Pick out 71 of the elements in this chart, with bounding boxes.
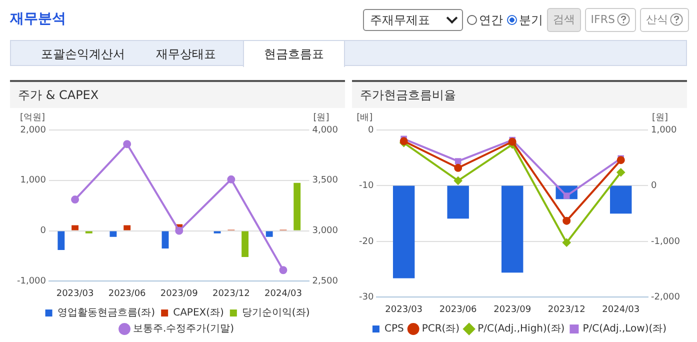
y2-tick-label: 3,500	[312, 176, 338, 186]
y-tick-label: 1,000	[20, 176, 46, 186]
y2-tick-label: 3,000	[312, 226, 338, 236]
y-tick-label: -10	[358, 181, 374, 192]
y-tick-label: -30	[358, 292, 374, 303]
text: 분기	[518, 12, 543, 28]
y-tick-label: 0	[40, 226, 46, 236]
x-tick-label: 2023/12	[212, 288, 250, 299]
legend-label: 보통주.수정주가(기말)	[133, 324, 234, 335]
y2-tick-label: -2,000	[650, 292, 680, 303]
y2-tick-label: 0	[650, 181, 657, 192]
point	[279, 266, 288, 274]
x-tick-label: 2024/03	[602, 304, 640, 315]
text: 포괄손익계산서	[41, 46, 125, 63]
bar	[162, 231, 169, 248]
y2-tick-label: 1,000	[650, 125, 678, 136]
text: 검색	[546, 8, 581, 32]
legend-label: P/C(Adj.,High)(좌)	[478, 324, 565, 335]
y2-axis-title: [원]	[313, 112, 330, 123]
legend-label: P/C(Adj.,Low)(좌)	[582, 324, 667, 335]
point	[454, 176, 462, 185]
legend-label: 영업활동현금흐름(좌)	[57, 308, 156, 319]
text: 연간	[478, 12, 503, 28]
bar	[294, 182, 301, 230]
y-tick-label: 2,000	[20, 125, 46, 136]
point	[227, 175, 236, 184]
legend-label: PCR(좌)	[422, 324, 460, 335]
y-axis-title: [억원]	[20, 112, 46, 123]
bar	[242, 231, 249, 258]
y-tick-label: -20	[358, 236, 374, 247]
bar	[124, 225, 131, 230]
y-tick-label: -1,000	[16, 276, 46, 287]
legend-label: CPS	[384, 324, 404, 335]
text: 재무분석	[10, 10, 66, 28]
point	[454, 158, 462, 164]
x-tick-label: 2023/03	[56, 288, 94, 299]
bar	[72, 225, 79, 230]
point	[616, 156, 625, 164]
point	[616, 168, 625, 176]
x-tick-label: 2023/06	[439, 304, 478, 315]
x-tick-label: 2023/03	[385, 304, 423, 315]
x-tick-label: 2023/06	[108, 288, 146, 299]
text: 주재무제표	[370, 12, 430, 28]
bar	[110, 231, 117, 237]
bar	[266, 231, 273, 237]
chart-title: 주가현금흐름비율	[352, 80, 687, 108]
text: IFRS	[584, 8, 636, 32]
point	[454, 164, 462, 172]
point	[175, 226, 184, 235]
y2-axis-title: [원]	[652, 112, 668, 123]
x-tick-label: 2024/03	[264, 288, 302, 299]
point	[562, 216, 571, 225]
x-tick-label: 2023/09	[160, 288, 198, 299]
x-tick-label: 2023/12	[548, 304, 586, 315]
y-tick-label: 0	[368, 125, 374, 136]
point	[508, 138, 516, 146]
point	[71, 196, 80, 204]
text: 재무상태표	[156, 46, 216, 63]
text: 현금흐름표	[243, 40, 345, 67]
chart-title: 주가 & CAPEX	[10, 80, 345, 108]
x-tick-label: 2023/09	[494, 304, 532, 315]
y2-tick-label: 4,000	[312, 125, 338, 136]
y2-tick-label: 2,500	[312, 276, 338, 287]
y2-tick-label: -1,000	[650, 236, 680, 247]
y-axis-title: [배]	[356, 112, 373, 123]
point	[123, 140, 132, 148]
legend-label: 당기순이익(좌)	[242, 308, 310, 319]
text: 산식	[640, 8, 689, 32]
bar	[58, 231, 65, 250]
legend-label: CAPEX(좌)	[173, 308, 224, 319]
point	[562, 238, 571, 247]
